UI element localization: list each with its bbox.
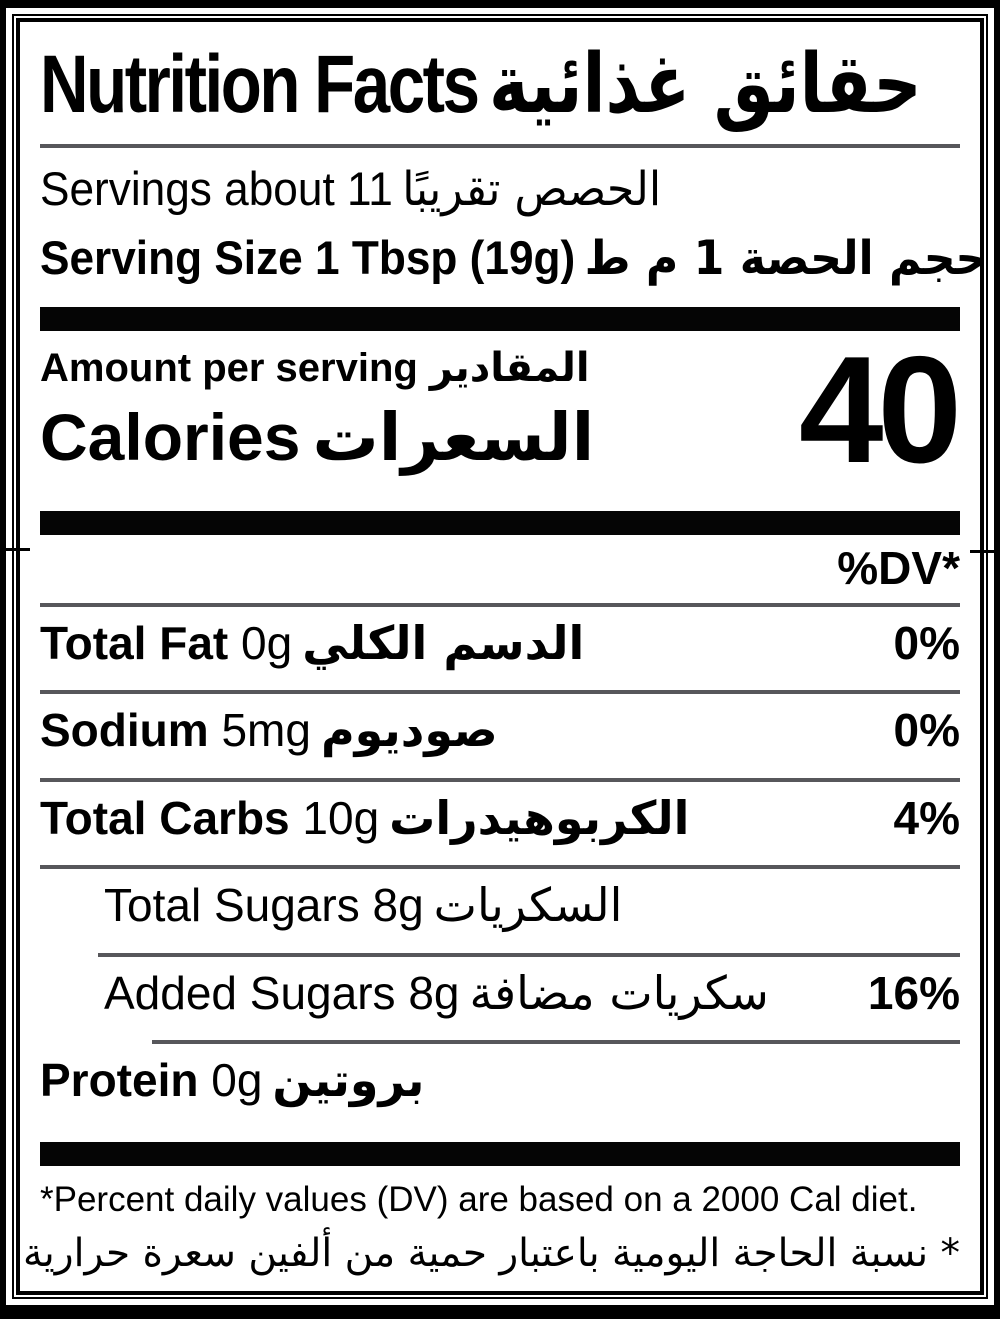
serving-size-english: Serving Size 1 Tbsp (19g) [40,230,576,284]
nutrient-row: Total Sugars 8g السكريات [40,869,960,953]
nutrient-value: 5mg [208,704,311,757]
nutrient-row: Protein 0g بروتين [40,1044,960,1128]
nutrient-name-arabic: السكريات [433,878,623,933]
nutrient-row-left: Total Fat 0g الدسم الكلي [40,615,584,673]
nutrient-row-left: Total Sugars 8g السكريات [40,877,622,935]
nutrient-row: Total Carbs 10g الكربوهيدرات 4% [40,782,960,866]
nutrient-value: 10g [289,791,380,844]
nutrient-row-left: Total Carbs 10g الكربوهيدرات [40,790,689,848]
nutrient-name-arabic: الكربوهيدرات [389,790,690,845]
title-arabic: حقائق غذائية [489,36,922,132]
registration-mark-right [970,550,994,553]
nutrient-daily-value: 0% [893,704,960,757]
nutrient-name-arabic: سكريات مضافة [469,965,769,1020]
nutrient-value: 8g [395,966,460,1019]
calories-labels: Amount per serving المقادير Calories السعر… [40,341,594,481]
calories-line: Calories السعرات [40,395,594,481]
divider-thick [40,1141,960,1166]
nutrient-name-arabic: بروتين [272,1053,425,1108]
serving-size-arabic: حجم الحصة 1 م ط [584,230,984,286]
amount-label-arabic: المقادير [429,344,590,391]
nutrient-row-left: Sodium 5mg صوديوم [40,702,498,760]
nutrition-facts-label: Nutrition Facts حقائق غذائية Servings abo… [12,14,988,1299]
calories-value: 40 [798,325,962,496]
nutrient-name: Sodium [40,704,209,757]
nutrient-name: Added Sugars [104,966,396,1019]
amount-per-serving-line: Amount per serving المقادير [40,341,594,395]
divider-thin [152,1040,960,1045]
divider-thin [98,952,960,957]
nutrient-name: Protein [40,1054,199,1107]
nutrient-name-arabic: صوديوم [320,703,498,758]
calories-label-arabic: السعرات [312,398,595,476]
nutrient-row-left: Protein 0g بروتين [40,1052,424,1110]
divider-thin [40,865,960,870]
nutrient-row: Added Sugars 8g سكريات مضافة 16% [40,957,960,1041]
divider-thin [40,144,960,148]
nutrient-daily-value: 4% [893,791,960,844]
amount-label-english: Amount per serving [40,345,418,390]
nutrient-name: Total Sugars [104,879,360,932]
nutrient-value: 0g [228,616,293,669]
nutrient-name-arabic: الدسم الكلي [302,615,585,670]
calories-section: Amount per serving المقادير Calories السعر… [40,325,962,496]
divider-thin [40,602,960,607]
divider-thin [40,777,960,782]
servings-arabic: الحصص تقريبًا [402,162,662,217]
serving-size-line: Serving Size 1 Tbsp (19g) حجم الحصة 1 م ط [40,224,980,293]
nutrient-row-left: Added Sugars 8g سكريات مضافة [40,965,769,1023]
nutrient-name: Total Carbs [40,791,290,844]
servings-english: Servings about 11 [40,162,393,215]
label-title: Nutrition Facts حقائق غذائية [40,28,960,140]
nutrient-row: Sodium 5mg صوديوم 0% [40,694,960,778]
divider-thin [40,690,960,695]
nutrient-daily-value: 0% [893,616,960,669]
title-english: Nutrition Facts [40,38,480,130]
nutrient-value: 8g [359,879,424,932]
nutrient-rows: Total Fat 0g الدسم الكلي 0% Sodium 5mg صوديو… [40,602,960,1128]
footnote-english: *Percent daily values (DV) are based on … [40,1179,918,1219]
divider-thick [40,510,960,535]
nutrient-daily-value: 16% [867,966,960,1019]
divider-thick [40,306,960,331]
nutrient-value: 0g [198,1054,263,1107]
daily-value-header: %DV* [837,541,960,594]
calories-label-english: Calories [40,399,301,474]
registration-mark-left [6,548,30,551]
footnote-arabic: * نسبة الحاجة اليومية باعتبار حمية من أل… [16,1230,960,1276]
nutrient-name: Total Fat [40,616,229,669]
nutrient-row: Total Fat 0g الدسم الكلي 0% [40,607,960,691]
servings-line: Servings about 11 الحصص تقريبًا [40,156,905,224]
